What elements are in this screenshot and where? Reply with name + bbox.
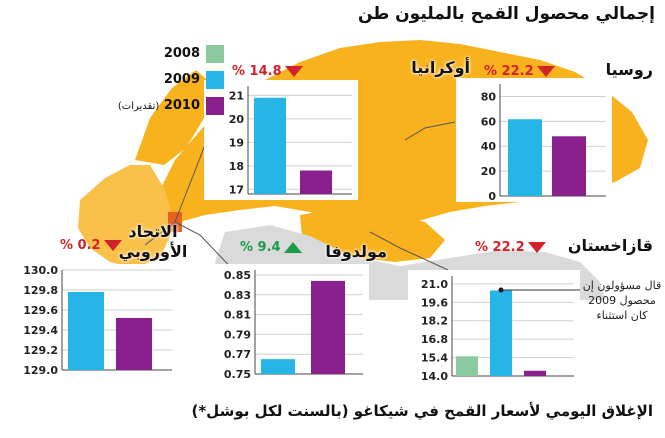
bar-kazakhstan-2009 — [490, 290, 512, 376]
bar-russia-2009 — [508, 119, 542, 196]
tick-label: 16.8 — [421, 333, 448, 346]
tick-label: 20 — [481, 165, 497, 178]
chart-ukraine: 17 18 19 20 21 — [204, 80, 358, 200]
tick-label: 0.77 — [224, 348, 251, 361]
tick-label: 60 — [481, 115, 497, 128]
tick-label: 15.4 — [421, 352, 448, 365]
tick-label: 0.75 — [224, 368, 251, 381]
legend-item-2009: 2009 — [132, 68, 224, 94]
bar-russia-2010 — [552, 136, 586, 196]
tick-label: 130.0 — [23, 264, 58, 277]
tick-label: 0 — [488, 190, 496, 203]
arrow-down-icon — [103, 240, 122, 251]
tick-label: 129.2 — [23, 344, 58, 357]
tick-label: 0.85 — [224, 269, 251, 282]
legend-swatch-2009 — [206, 71, 224, 89]
tick-label: 18.2 — [421, 315, 448, 328]
change-value-russia: % 22.2 — [484, 64, 534, 79]
bottom-title: الإغلاق اليومي لأسعار القمح في شيكاغو (ب… — [191, 402, 653, 420]
label-ukraine: أوكرانيا — [411, 58, 470, 77]
label-kazakhstan: قازاخستان — [567, 236, 653, 255]
tick-label: 40 — [481, 140, 497, 153]
note-text: قال مسؤولون إن محصول 2009 كان استثناء — [582, 279, 662, 322]
tick-label: 14.0 — [421, 370, 448, 383]
change-russia: % 22.2 — [484, 64, 555, 79]
tick-label: 19.6 — [421, 296, 448, 309]
label-moldova: مولدوفا — [325, 242, 387, 261]
change-value-kazakhstan: % 22.2 — [475, 240, 525, 255]
legend-swatch-2010 — [206, 97, 224, 115]
chart-moldova: 0.75 0.77 0.79 0.81 0.83 0.85 — [211, 264, 369, 381]
tick-label: 129.6 — [23, 304, 58, 317]
legend-label-2008: 2008 — [163, 46, 200, 61]
legend-item-2008: 2008 — [132, 42, 224, 68]
change-eu: % 0.2 — [60, 238, 122, 253]
tick-label: 129.0 — [23, 364, 58, 377]
change-value-moldova: % 9.4 — [240, 240, 281, 255]
chart-eu: 129.0 129.2 129.4 129.6 129.8 130.0 — [18, 264, 178, 377]
tick-label: 18 — [229, 160, 244, 173]
legend-label-2009: 2009 — [163, 72, 200, 87]
tick-label: 0.81 — [224, 309, 251, 322]
legend: 2008 2009 (تقديرات) 2010 — [118, 42, 224, 120]
tick-label: 129.4 — [23, 324, 58, 337]
bar-ukraine-2009 — [254, 97, 286, 194]
arrow-down-icon — [527, 242, 546, 253]
bar-moldova-2009 — [261, 359, 295, 374]
change-ukraine: % 14.8 — [232, 64, 303, 79]
legend-year-2010: 2010 — [163, 98, 200, 113]
arrow-up-icon — [283, 242, 302, 253]
tick-label: 20 — [229, 113, 245, 126]
legend-swatch-2008 — [206, 45, 224, 63]
tick-label: 21.0 — [421, 278, 448, 291]
tick-label: 129.8 — [23, 284, 58, 297]
tick-label: 0.83 — [224, 289, 251, 302]
legend-note-2010: (تقديرات) — [117, 101, 160, 112]
chart-kazakhstan: 14.0 15.4 16.8 18.2 19.6 21.0 — [408, 270, 580, 383]
bar-ukraine-2010 — [300, 170, 332, 194]
legend-item-2010: (تقديرات) 2010 — [118, 94, 224, 120]
label-russia: روسيا — [605, 60, 653, 79]
map-kazakhstan — [300, 208, 445, 262]
bar-kazakhstan-2010 — [524, 370, 546, 376]
map-scandinavia — [135, 70, 212, 165]
tick-label: 21 — [229, 89, 244, 102]
change-value-ukraine: % 14.8 — [232, 64, 282, 79]
bar-eu-2010 — [116, 318, 152, 370]
change-moldova: % 9.4 — [240, 240, 302, 255]
arrow-down-icon — [284, 66, 303, 77]
chart-russia: 0 20 40 60 80 — [456, 78, 612, 203]
label-eu: الاتحاد الأوروبي — [118, 222, 188, 261]
main-title: إجمالي محصول القمح بالمليون طن — [357, 4, 655, 24]
tick-label: 0.79 — [224, 328, 251, 341]
change-value-eu: % 0.2 — [60, 238, 101, 253]
bar-moldova-2010 — [311, 280, 345, 374]
change-kazakhstan: % 22.2 — [475, 240, 546, 255]
tick-label: 80 — [481, 90, 497, 103]
bar-kazakhstan-2008 — [456, 356, 478, 376]
legend-label-2010: (تقديرات) 2010 — [118, 98, 200, 113]
tick-label: 17 — [229, 183, 244, 196]
bar-eu-2009 — [68, 292, 104, 370]
map-europe — [78, 165, 175, 268]
tick-label: 19 — [229, 136, 244, 149]
arrow-down-icon — [536, 66, 555, 77]
